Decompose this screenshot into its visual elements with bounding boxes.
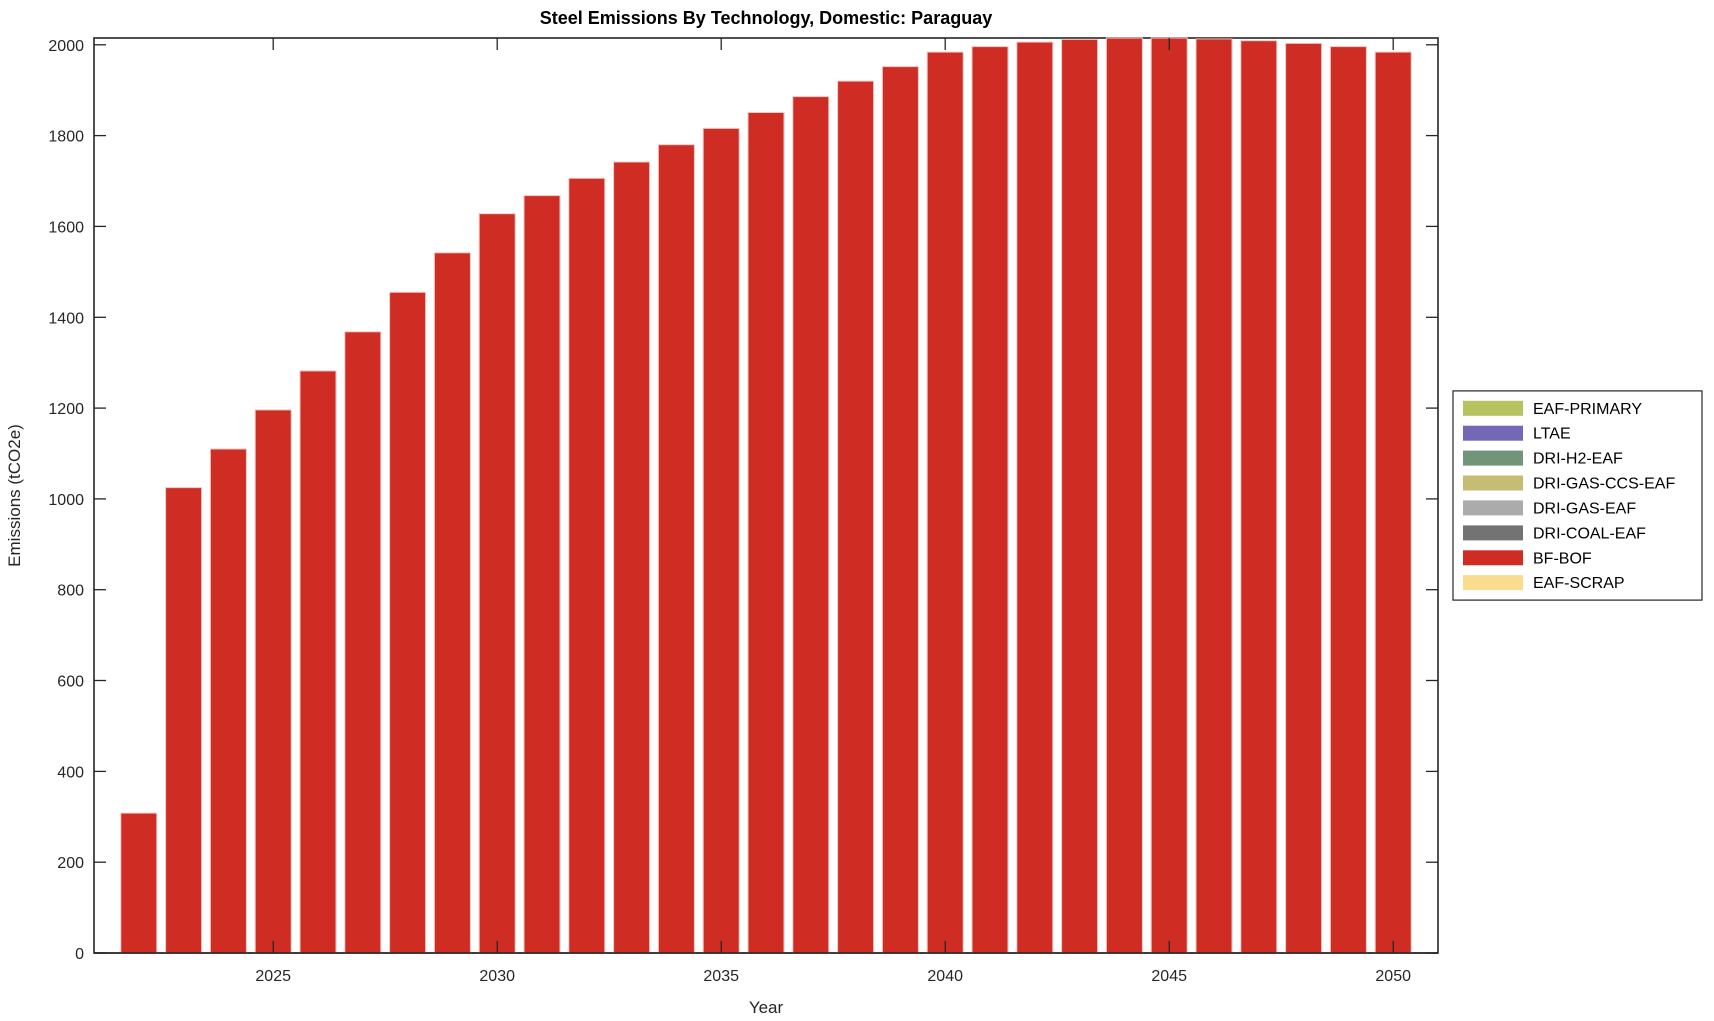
legend-label: LTAE xyxy=(1533,426,1571,443)
chart-title: Steel Emissions By Technology, Domestic:… xyxy=(540,8,992,28)
legend-swatch xyxy=(1463,450,1523,466)
bar-2042 xyxy=(1016,41,1054,954)
legend-swatch xyxy=(1463,575,1523,591)
y-tick-label: 0 xyxy=(75,946,84,963)
bar-2032 xyxy=(568,177,606,954)
bar-2041 xyxy=(971,46,1009,954)
bar-2034 xyxy=(657,144,695,954)
legend-label: DRI-COAL-EAF xyxy=(1533,525,1646,542)
y-tick-label: 1000 xyxy=(48,492,84,509)
bar-2030 xyxy=(478,213,516,954)
y-tick-label: 200 xyxy=(57,855,84,872)
bar-2043 xyxy=(1061,38,1099,954)
bar-2023 xyxy=(165,487,203,954)
legend-item-bf-bof: BF-BOF xyxy=(1463,550,1592,567)
bars-layer xyxy=(120,37,1412,954)
legend-box xyxy=(1452,390,1703,601)
legend-item-dri-coal-eaf: DRI-COAL-EAF xyxy=(1463,525,1646,542)
legend-item-dri-gas-ccs-eaf: DRI-GAS-CCS-EAF xyxy=(1463,475,1675,493)
legend-item-eaf-primary: EAF-PRIMARY xyxy=(1463,400,1642,418)
y-tick-label: 600 xyxy=(57,674,84,691)
legend-label: DRI-H2-EAF xyxy=(1533,451,1623,468)
y-tick-label: 1600 xyxy=(48,219,84,236)
legend-swatch xyxy=(1463,500,1523,516)
bar-2039 xyxy=(881,66,919,954)
y-tick-label: 1400 xyxy=(48,310,84,327)
bar-2027 xyxy=(344,331,382,954)
y-tick-label: 1200 xyxy=(48,401,84,418)
legend-swatch xyxy=(1463,525,1523,541)
legend-swatch xyxy=(1463,550,1523,566)
bar-2024 xyxy=(209,448,247,954)
y-tick-label: 800 xyxy=(57,583,84,600)
x-axis-label: Year xyxy=(749,998,784,1017)
legend-label: BF-BOF xyxy=(1533,550,1592,567)
bar-2035 xyxy=(702,127,740,954)
bar-2040 xyxy=(926,51,964,954)
legend-item-eaf-scrap: EAF-SCRAP xyxy=(1463,575,1625,592)
bar-2022 xyxy=(120,812,158,954)
legend-label: EAF-PRIMARY xyxy=(1533,401,1642,418)
bar-2026 xyxy=(299,370,337,954)
y-axis-label: Emissions (tCO2e) xyxy=(5,424,24,567)
tick-labels-layer: 2025 2030 2035 2040 2045 2050 0 200 400 600 800 100… xyxy=(48,38,1411,985)
bar-2037 xyxy=(792,96,830,954)
ticks-layer xyxy=(94,38,1438,954)
x-tick-label: 2050 xyxy=(1375,968,1411,985)
legend-swatch xyxy=(1463,475,1523,491)
bar-2033 xyxy=(613,161,651,954)
legend: EAF-PRIMARY LTAE DRI-H2-EAF DRI-GAS-CCS-EAF… xyxy=(1452,390,1703,601)
y-tick-label: 400 xyxy=(57,764,84,781)
bar-2036 xyxy=(747,112,785,954)
bar-2031 xyxy=(523,195,561,954)
bar-2044 xyxy=(1105,37,1143,954)
x-tick-label: 2035 xyxy=(703,968,739,985)
x-tick-label: 2045 xyxy=(1151,968,1187,985)
x-tick-label: 2040 xyxy=(927,968,963,985)
bar-2029 xyxy=(433,252,471,954)
x-tick-label: 2025 xyxy=(255,968,291,985)
legend-item-dri-gas-eaf: DRI-GAS-EAF xyxy=(1463,500,1636,518)
bar-2048 xyxy=(1285,42,1323,954)
legend-label: DRI-GAS-EAF xyxy=(1533,501,1636,518)
legend-label: DRI-GAS-CCS-EAF xyxy=(1533,476,1675,493)
x-tick-label: 2030 xyxy=(479,968,515,985)
legend-item-dri-h2-eaf: DRI-H2-EAF xyxy=(1463,450,1623,468)
y-tick-label: 1800 xyxy=(48,129,84,146)
bar-2045 xyxy=(1150,37,1188,954)
y-tick-label: 2000 xyxy=(48,38,84,55)
legend-label: EAF-SCRAP xyxy=(1533,575,1625,592)
bar-2049 xyxy=(1329,46,1367,954)
bar-2028 xyxy=(389,291,427,954)
bar-2047 xyxy=(1240,40,1278,954)
bar-2025 xyxy=(254,409,292,954)
bar-2046 xyxy=(1195,38,1233,954)
bar-2038 xyxy=(837,80,875,954)
legend-item-ltae: LTAE xyxy=(1463,425,1571,443)
bar-2050 xyxy=(1374,51,1412,954)
legend-swatch xyxy=(1463,425,1523,441)
legend-swatch xyxy=(1463,400,1523,416)
